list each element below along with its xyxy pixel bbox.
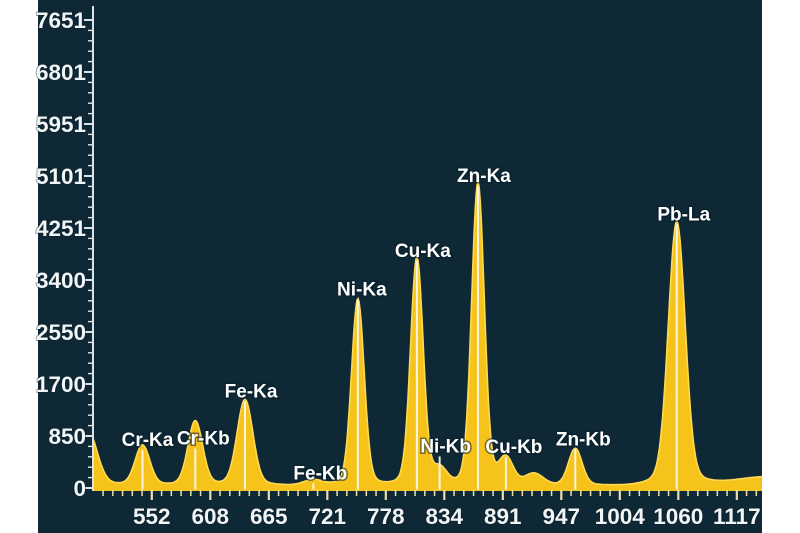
y-axis-tick-label: 0 (73, 476, 86, 501)
y-axis-tick-label: 6801 (36, 60, 86, 85)
chart-panel (38, 0, 762, 533)
x-axis-tick-label: 778 (367, 504, 405, 529)
x-axis-tick-label: 1060 (653, 504, 703, 529)
y-axis-tick-label: 2550 (36, 320, 86, 345)
peak-label-cr-kb: Cr-Kb (177, 429, 230, 450)
y-axis-tick-label: 4251 (36, 216, 86, 241)
y-axis-tick-label: 5101 (36, 164, 86, 189)
x-axis-tick-label: 891 (484, 504, 522, 529)
y-axis-tick-label: 5951 (36, 112, 86, 137)
peak-label-ni-ka: Ni-Ka (337, 280, 387, 301)
peak-label-fe-ka: Fe-Ka (225, 381, 278, 402)
x-axis-tick-label: 834 (426, 504, 464, 529)
y-axis-tick-label: 7651 (36, 8, 86, 33)
y-axis-tick-label: 1700 (36, 372, 86, 397)
x-axis-tick-label: 1117 (713, 504, 761, 529)
peak-label-fe-kb: Fe-Kb (293, 463, 347, 484)
y-axis-tick-label: 3400 (36, 268, 86, 293)
y-axis-tick-label: 850 (48, 424, 86, 449)
peak-label-zn-kb: Zn-Kb (556, 429, 611, 450)
peak-label-pb-la: Pb-La (657, 204, 710, 225)
peak-label-cu-ka: Cu-Ka (395, 241, 451, 262)
peak-label-ni-kb: Ni-Kb (420, 436, 471, 457)
peak-label-zn-ka: Zn-Ka (457, 166, 511, 187)
peak-label-cu-kb: Cu-Kb (485, 437, 542, 458)
x-axis-tick-label: 608 (192, 504, 230, 529)
x-axis-tick-label: 665 (250, 504, 288, 529)
spectrum-outline (92, 179, 762, 486)
x-axis-tick-label: 552 (133, 504, 171, 529)
peak-label-cr-ka: Cr-Ka (122, 430, 174, 451)
x-axis-tick-label: 947 (543, 504, 581, 529)
x-axis-tick-label: 721 (309, 504, 347, 529)
x-axis-tick-label: 1004 (595, 504, 646, 529)
